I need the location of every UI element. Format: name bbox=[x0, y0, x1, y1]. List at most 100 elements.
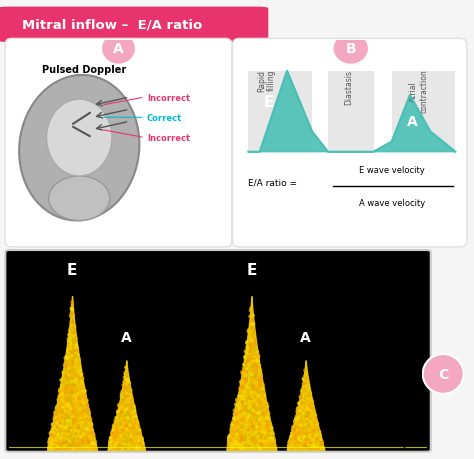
Point bbox=[86, 422, 93, 430]
Point bbox=[126, 400, 133, 408]
Point bbox=[237, 431, 245, 439]
Point bbox=[53, 413, 61, 420]
Point bbox=[54, 406, 62, 414]
Point bbox=[264, 428, 272, 436]
Point bbox=[265, 419, 273, 426]
Point bbox=[118, 438, 125, 445]
Point bbox=[304, 408, 311, 415]
Point bbox=[77, 411, 84, 419]
Point bbox=[234, 446, 242, 453]
Point bbox=[60, 369, 67, 376]
Point bbox=[232, 421, 240, 428]
Point bbox=[255, 392, 263, 399]
Point bbox=[242, 376, 250, 383]
Point bbox=[84, 412, 91, 420]
Point bbox=[133, 439, 140, 447]
Point bbox=[249, 338, 257, 346]
Point bbox=[48, 444, 56, 452]
Point bbox=[90, 437, 98, 444]
Point bbox=[86, 440, 94, 447]
Point bbox=[82, 428, 90, 436]
Point bbox=[267, 434, 274, 442]
Point bbox=[257, 437, 264, 444]
Point bbox=[49, 436, 56, 443]
Point bbox=[261, 413, 269, 420]
Point bbox=[255, 421, 263, 428]
Point bbox=[52, 415, 60, 422]
Point bbox=[64, 369, 72, 376]
Point bbox=[83, 430, 91, 437]
Point bbox=[138, 439, 146, 447]
Point bbox=[298, 400, 305, 407]
Point bbox=[263, 409, 271, 416]
Point bbox=[294, 424, 302, 431]
Point bbox=[237, 403, 244, 411]
Point bbox=[251, 435, 258, 442]
Point bbox=[253, 362, 261, 369]
Point bbox=[107, 439, 115, 446]
Point bbox=[260, 419, 267, 426]
Point bbox=[231, 443, 238, 450]
Point bbox=[71, 398, 78, 406]
Point bbox=[64, 337, 72, 345]
Point bbox=[308, 410, 316, 418]
Point bbox=[56, 397, 64, 405]
Point bbox=[49, 444, 56, 451]
Point bbox=[302, 388, 310, 395]
Point bbox=[307, 410, 315, 417]
Point bbox=[130, 405, 138, 413]
Point bbox=[242, 433, 250, 441]
Point bbox=[73, 388, 81, 395]
Point bbox=[253, 357, 261, 364]
Point bbox=[238, 400, 246, 408]
Point bbox=[50, 430, 57, 437]
Text: Correct: Correct bbox=[147, 113, 182, 123]
Point bbox=[62, 391, 70, 398]
Point bbox=[58, 396, 66, 403]
Point bbox=[128, 437, 136, 444]
Point bbox=[298, 392, 305, 399]
Point bbox=[309, 437, 316, 445]
Point bbox=[52, 408, 60, 415]
Point bbox=[310, 432, 317, 440]
Point bbox=[127, 446, 134, 453]
Point bbox=[77, 397, 85, 404]
Point bbox=[308, 434, 315, 441]
Point bbox=[73, 365, 81, 372]
Point bbox=[231, 413, 239, 420]
Point bbox=[57, 441, 64, 448]
Point bbox=[71, 380, 79, 387]
Point bbox=[292, 412, 300, 420]
Point bbox=[79, 411, 87, 419]
Point bbox=[58, 412, 66, 419]
Point bbox=[313, 435, 320, 442]
Point bbox=[267, 441, 274, 448]
Point bbox=[50, 438, 58, 446]
Point bbox=[292, 426, 300, 434]
Point bbox=[122, 395, 130, 402]
Point bbox=[86, 434, 94, 441]
Point bbox=[116, 406, 124, 413]
Point bbox=[58, 383, 65, 391]
Point bbox=[254, 356, 262, 363]
Point bbox=[301, 440, 309, 447]
Point bbox=[245, 344, 252, 351]
Point bbox=[47, 429, 55, 437]
Point bbox=[63, 354, 71, 362]
Point bbox=[268, 431, 276, 438]
Point bbox=[246, 381, 253, 388]
Point bbox=[228, 430, 236, 437]
Point bbox=[227, 433, 235, 441]
Point bbox=[60, 425, 68, 432]
Point bbox=[247, 440, 255, 447]
Point bbox=[81, 410, 89, 417]
Point bbox=[236, 415, 243, 422]
Point bbox=[249, 369, 257, 376]
Point bbox=[240, 427, 247, 435]
Point bbox=[297, 419, 304, 426]
Point bbox=[262, 437, 270, 445]
Point bbox=[226, 446, 234, 453]
Point bbox=[56, 421, 64, 428]
Point bbox=[247, 317, 255, 325]
Point bbox=[299, 440, 306, 447]
